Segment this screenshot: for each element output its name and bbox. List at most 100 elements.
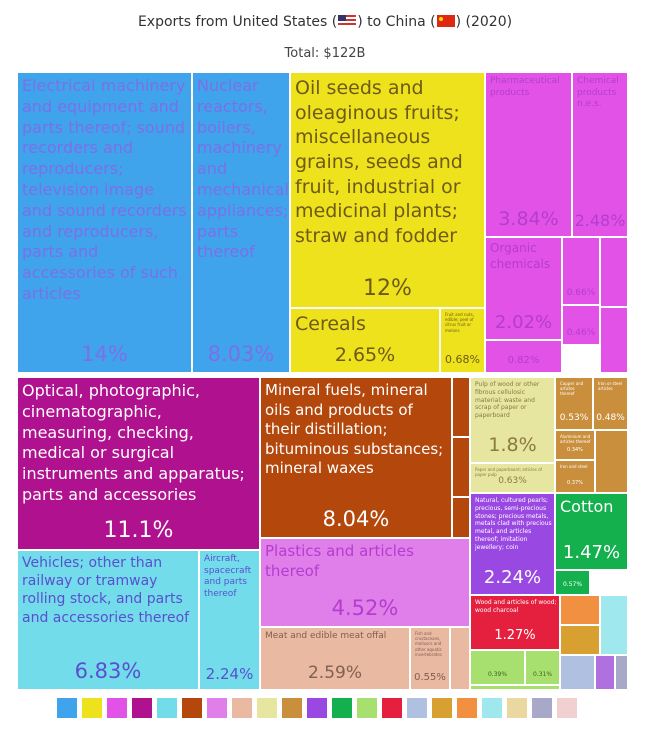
- category-toggle[interactable]: [407, 698, 427, 718]
- tile-value: 0.37%: [567, 480, 583, 486]
- tile: Pulp of wood or other fibrous cellulosic…: [470, 377, 555, 463]
- tile: Plastics and articles thereof 4.52%: [260, 538, 470, 627]
- tile: Fruit and nuts, edible; peel of citrus f…: [440, 308, 485, 373]
- tile-label: Iron and steel: [560, 464, 588, 469]
- small-tile: [452, 497, 470, 538]
- title-part: ) (2020): [455, 14, 513, 30]
- category-toggle[interactable]: [557, 698, 577, 718]
- tile-label: Fish and crustaceans, molluscs and other…: [415, 631, 442, 657]
- tile: Wood and articles of wood; wood charcoal…: [470, 595, 560, 650]
- category-toggle[interactable]: [232, 698, 252, 718]
- tile: Natural, cultured pearls; precious, semi…: [470, 493, 555, 595]
- tile-value: 4.52%: [331, 596, 399, 620]
- tile-label: Pharmaceutical products: [490, 76, 560, 98]
- category-toggle[interactable]: [107, 698, 127, 718]
- tile-value: 8.03%: [207, 342, 275, 366]
- category-toggle[interactable]: [282, 698, 302, 718]
- tile: Iron or steel articles 0.48%: [593, 377, 628, 430]
- tile-value: 2.02%: [494, 312, 553, 333]
- category-toggle[interactable]: [182, 698, 202, 718]
- tile-label: Iron or steel articles: [598, 381, 623, 392]
- category-toggle[interactable]: [257, 698, 277, 718]
- small-tile: [452, 377, 470, 437]
- tile: Nuclear reactors, boilers, machinery and…: [192, 72, 290, 373]
- small-tile: [600, 595, 628, 655]
- small-tile: [600, 307, 628, 373]
- tile-label: Nuclear reactors, boilers, machinery and…: [197, 76, 289, 262]
- small-tile: [600, 237, 628, 307]
- tile-value: 2.24%: [483, 567, 542, 588]
- tile-value: 3.84%: [498, 208, 559, 230]
- tile-value: 14%: [81, 342, 128, 366]
- tile-value: 12%: [363, 276, 412, 301]
- tile-value: 2.48%: [574, 211, 626, 230]
- small-tile: [452, 437, 470, 497]
- tile: Iron and steel 0.37%: [555, 460, 595, 493]
- small-tile: [615, 655, 628, 690]
- small-tile: [450, 627, 470, 690]
- tile-label: Plastics and articles thereof: [265, 542, 414, 580]
- tile-value: 11.1%: [103, 518, 174, 543]
- tile: 0.82%: [485, 340, 562, 373]
- small-tile: [470, 685, 560, 690]
- tile-value: 0.39%: [487, 671, 508, 678]
- small-tile: [560, 595, 600, 625]
- category-toggle[interactable]: [457, 698, 477, 718]
- tile-value: 1.8%: [488, 434, 537, 456]
- category-toggle[interactable]: [307, 698, 327, 718]
- tile-label: Optical, photographic, cinematographic, …: [22, 381, 245, 504]
- tile-label: Fruit and nuts, edible; peel of citrus f…: [445, 312, 474, 333]
- tile-value: 0.63%: [498, 476, 527, 486]
- tile-label: Cereals: [295, 313, 366, 335]
- tile-label: Pulp of wood or other fibrous cellulosic…: [475, 381, 540, 420]
- category-toggle[interactable]: [432, 698, 452, 718]
- tile-label: Meat and edible meat offal: [265, 631, 387, 641]
- category-toggle[interactable]: [507, 698, 527, 718]
- category-toggle[interactable]: [382, 698, 402, 718]
- tile-label: Chemical products n.e.s.: [577, 76, 619, 110]
- tile-label: Electrical machinery and equipment and p…: [22, 76, 187, 303]
- tile-label: Mineral fuels, mineral oils and products…: [265, 381, 444, 477]
- tile: 0.66%: [562, 237, 600, 305]
- tile-label: Organic chemicals: [490, 241, 551, 271]
- category-toggle[interactable]: [57, 698, 77, 718]
- tile: Oil seeds and oleaginous fruits; miscell…: [290, 72, 485, 308]
- category-toggle[interactable]: [532, 698, 552, 718]
- category-toggle[interactable]: [207, 698, 227, 718]
- tile-value: 0.53%: [559, 413, 589, 423]
- tile-value: 6.83%: [74, 659, 142, 683]
- category-toggle[interactable]: [332, 698, 352, 718]
- category-toggle[interactable]: [357, 698, 377, 718]
- category-toggle[interactable]: [157, 698, 177, 718]
- tile: Aircraft, spacecraft and parts thereof 2.…: [199, 550, 260, 690]
- tile: Fish and crustaceans, molluscs and other…: [410, 627, 450, 690]
- us-flag: [338, 15, 357, 27]
- small-tile: [595, 430, 628, 493]
- tile: Mineral fuels, mineral oils and products…: [260, 377, 452, 538]
- tile-value: 0.57%: [562, 581, 583, 588]
- tile-label: Aircraft, spacecraft and parts thereof: [204, 554, 252, 600]
- small-tile: [560, 655, 595, 690]
- tile-value: 2.65%: [334, 344, 396, 366]
- tile-value: 0.66%: [566, 288, 596, 298]
- tile: Pharmaceutical products 3.84%: [485, 72, 572, 237]
- tile-value: 0.68%: [445, 353, 480, 366]
- category-toggle[interactable]: [132, 698, 152, 718]
- tile: Cotton 1.47%: [555, 493, 628, 570]
- category-toggle[interactable]: [482, 698, 502, 718]
- tile-value: 0.55%: [414, 672, 446, 683]
- tile-label: Aluminium and articles thereof: [560, 434, 591, 445]
- tile: Meat and edible meat offal 2.59%: [260, 627, 410, 690]
- tile-label: Copper and articles thereof: [560, 381, 584, 397]
- tile: Cereals 2.65%: [290, 308, 440, 373]
- tile: Optical, photographic, cinematographic, …: [17, 377, 260, 550]
- title-part: ) to China (: [357, 14, 436, 30]
- tile-value: 1.47%: [562, 542, 621, 563]
- tile: 0.57%: [555, 570, 590, 595]
- cn-flag: [436, 15, 455, 27]
- title-part: Exports from United States (: [137, 14, 338, 30]
- tile: Paper and paperboard; articles of paper …: [470, 463, 555, 493]
- tile-label: Natural, cultured pearls; precious, semi…: [475, 497, 552, 551]
- category-toggle[interactable]: [82, 698, 102, 718]
